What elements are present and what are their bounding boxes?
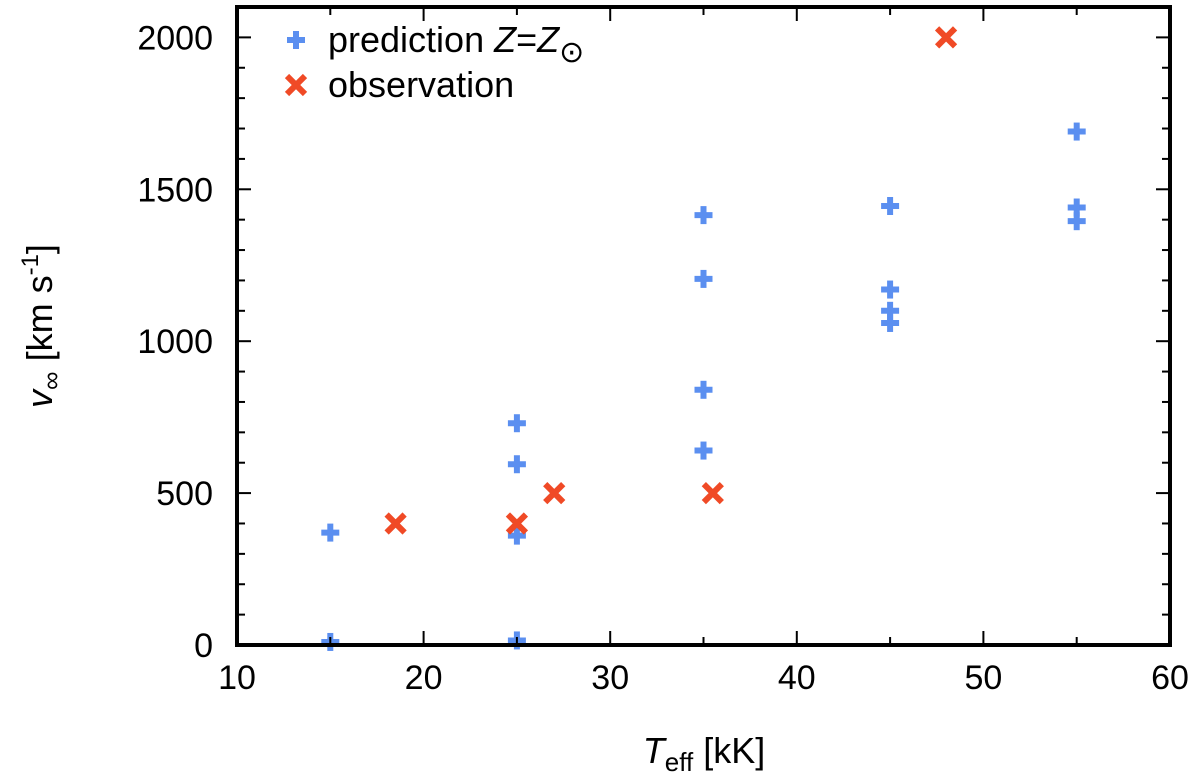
y-tick-label: 2000 xyxy=(137,19,213,57)
series-observation xyxy=(384,26,958,535)
y-tick-label: 1000 xyxy=(137,323,213,361)
tick-labels-layer: 10 20 30 40 50 60 0 500 1000 1500 2000 xyxy=(137,19,1189,697)
prediction-point xyxy=(321,523,340,542)
x-tick-label: 30 xyxy=(591,659,629,697)
plot-frame xyxy=(235,5,1172,647)
x-axis-title-sub: eff xyxy=(665,747,694,777)
legend-prediction-eq: = xyxy=(516,19,537,60)
prediction-point xyxy=(881,280,900,299)
x-tick-label: 40 xyxy=(778,659,816,697)
legend-marker-observation xyxy=(284,73,308,97)
x-axis-title-unit: [kK] xyxy=(693,730,765,771)
legend-prediction-sub: ⊙ xyxy=(559,36,584,69)
y-axis-title: v∞ [km s-1] xyxy=(17,244,66,408)
prediction-point xyxy=(881,196,900,215)
y-axis-title-sub: ∞ xyxy=(36,371,66,390)
prediction-point xyxy=(1067,122,1086,141)
prediction-point xyxy=(694,206,713,225)
x-tick-label: 20 xyxy=(405,659,443,697)
y-axis-title-sup: -1 xyxy=(17,254,44,275)
legend-label-prediction: prediction Z=Z⊙ xyxy=(328,19,584,69)
y-axis-title-main: v xyxy=(19,388,60,408)
prediction-point xyxy=(694,269,713,288)
y-tick-label: 500 xyxy=(156,475,213,513)
y-axis-title-unit: [km s xyxy=(19,275,60,371)
prediction-point xyxy=(694,441,713,460)
legend: prediction Z=Z⊙ observation xyxy=(284,19,584,105)
observation-point xyxy=(543,481,566,505)
x-axis-title-main: T xyxy=(643,730,668,771)
x-axis-title: Teff [kK] xyxy=(643,730,765,777)
prediction-point xyxy=(507,414,526,433)
observation-point xyxy=(701,481,724,505)
observation-point xyxy=(384,512,407,535)
x-tick-label: 50 xyxy=(964,659,1002,697)
prediction-point xyxy=(694,380,713,399)
y-tick-label: 1500 xyxy=(137,171,213,209)
series-prediction xyxy=(321,122,1086,651)
legend-marker-prediction xyxy=(287,31,305,49)
observation-point xyxy=(505,512,529,535)
y-axis-title-close: ] xyxy=(19,244,60,254)
prediction-point xyxy=(507,526,526,545)
legend-label-observation: observation xyxy=(328,64,514,105)
legend-observation-label: observation xyxy=(328,64,514,105)
legend-prediction-z2: Z xyxy=(536,19,560,60)
legend-prediction-prefix: prediction xyxy=(328,19,494,60)
observation-point xyxy=(934,26,958,49)
data-points-layer xyxy=(321,26,1086,651)
x-tick-label: 60 xyxy=(1151,659,1189,697)
y-tick-label: 0 xyxy=(194,627,213,665)
legend-prediction-z1: Z xyxy=(493,19,517,60)
prediction-point xyxy=(1067,198,1086,217)
prediction-point xyxy=(507,455,526,474)
x-tick-label: 10 xyxy=(218,659,256,697)
prediction-point xyxy=(881,301,900,320)
